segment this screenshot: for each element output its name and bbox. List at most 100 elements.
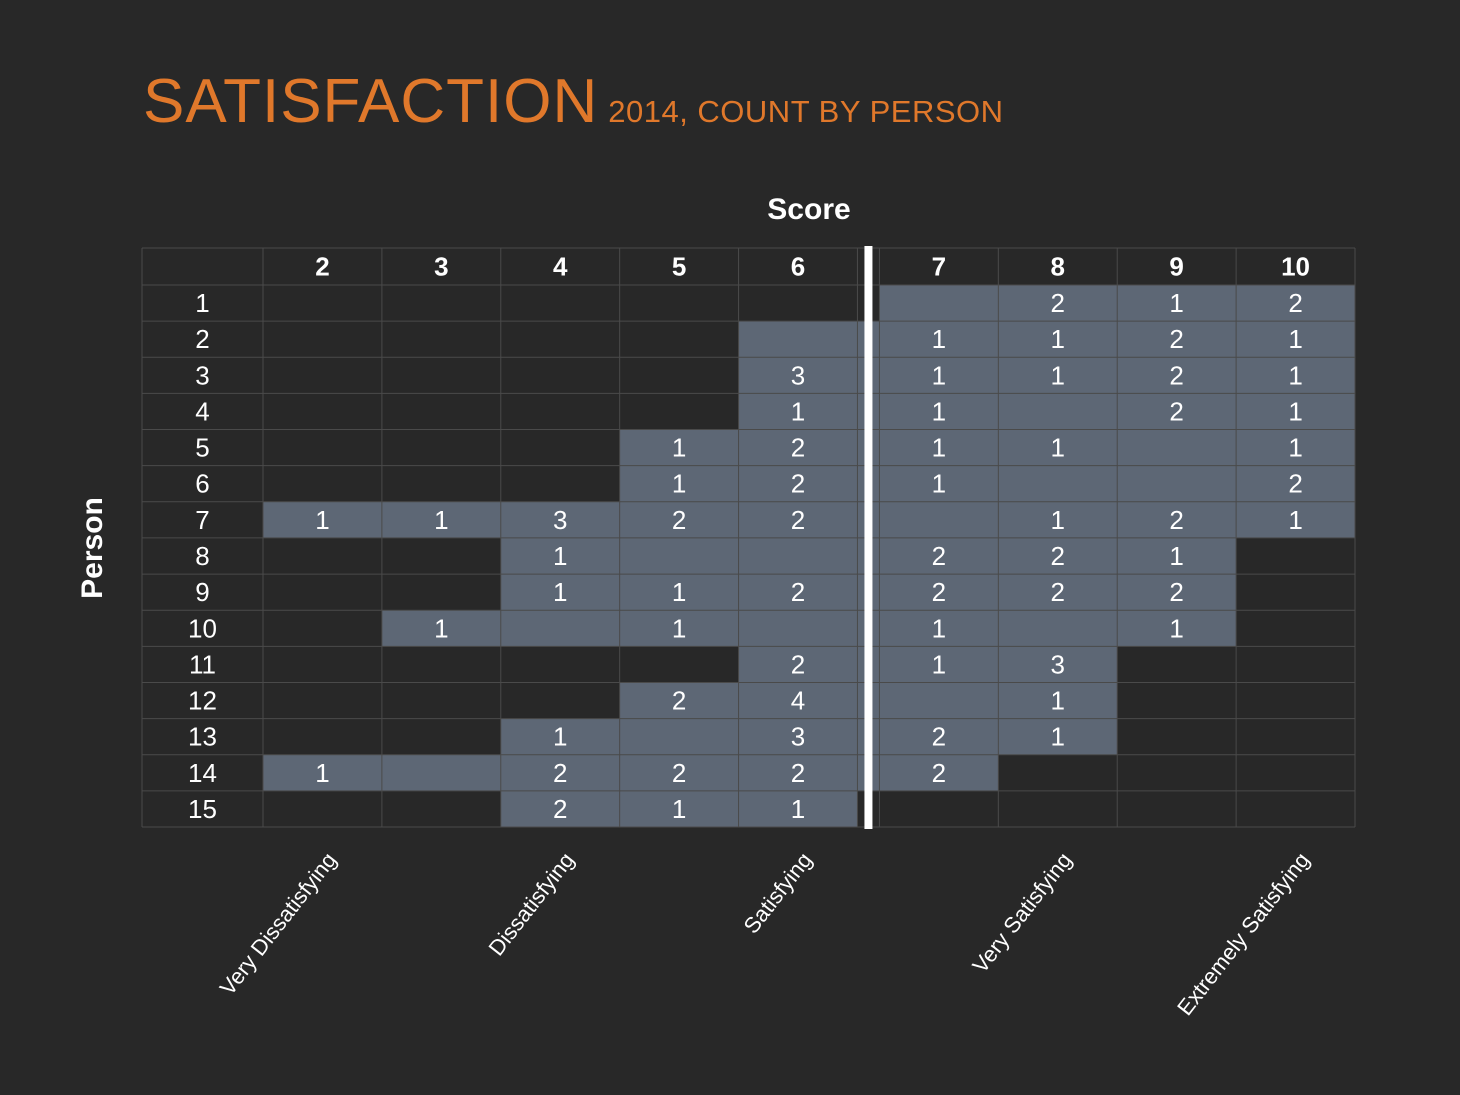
shaded-cell (738, 610, 858, 647)
shaded-cell (619, 754, 739, 791)
shaded-cell (879, 682, 999, 719)
row-header-person: 4 (195, 396, 209, 426)
shaded-cell (1117, 610, 1237, 647)
cell-value: 1 (791, 396, 805, 426)
shaded-cell (619, 537, 739, 575)
cell-value: 1 (1051, 686, 1065, 716)
shaded-cell (879, 465, 999, 502)
column-header-score: 2 (315, 252, 329, 282)
shaded-cell (619, 682, 739, 719)
shaded-cell (500, 790, 620, 827)
cell-value: 2 (1169, 324, 1183, 354)
shaded-cell (998, 393, 1118, 430)
shaded-cell (1236, 465, 1355, 502)
cell-value: 1 (1169, 541, 1183, 571)
row-header-person: 13 (188, 722, 217, 752)
cell-value: 2 (932, 758, 946, 788)
shaded-cell (879, 393, 999, 430)
shaded-cell (879, 501, 999, 538)
shaded-cell (263, 754, 382, 791)
cell-value: 3 (1051, 649, 1065, 679)
cell-value: 2 (1169, 360, 1183, 390)
cell-value: 1 (553, 577, 567, 607)
cell-value: 2 (791, 469, 805, 499)
cell-value: 2 (1051, 577, 1065, 607)
shaded-cell (619, 501, 739, 538)
shaded-cell (738, 790, 858, 827)
shaded-cell (619, 429, 739, 466)
cell-value: 2 (1169, 577, 1183, 607)
band-label: Very Satisfying (967, 848, 1076, 978)
shaded-cell (1236, 429, 1355, 466)
cell-value: 1 (434, 613, 448, 643)
shaded-cell (619, 574, 739, 611)
shaded-cell (998, 646, 1118, 683)
cell-value: 1 (1288, 433, 1302, 463)
cell-value: 1 (1051, 360, 1065, 390)
band-label: Very Dissatisfying (215, 848, 342, 1000)
shaded-cell (879, 429, 999, 466)
column-header-score: 9 (1169, 252, 1183, 282)
column-header-score: 10 (1281, 252, 1310, 282)
shaded-cell (738, 718, 858, 755)
shaded-cell (738, 501, 858, 538)
chart-subtitle: 2014, COUNT BY PERSON (608, 94, 1004, 129)
cell-value: 1 (932, 469, 946, 499)
cell-value: 1 (932, 433, 946, 463)
cell-value: 2 (791, 505, 805, 535)
column-header-score: 4 (553, 252, 568, 282)
shaded-cell (738, 754, 858, 791)
cell-value: 1 (672, 577, 686, 607)
row-header-person: 15 (188, 794, 217, 824)
row-header-person: 5 (195, 433, 209, 463)
shaded-cell (738, 321, 858, 358)
shaded-cell (738, 465, 858, 502)
cell-value: 1 (1051, 433, 1065, 463)
shaded-cell (1117, 537, 1237, 575)
shaded-cell (1117, 285, 1237, 322)
shaded-cell (738, 357, 858, 394)
row-header-person: 14 (188, 758, 217, 788)
chart-title-block: SATISFACTION 2014, COUNT BY PERSON (143, 66, 1004, 137)
shaded-cell (263, 501, 382, 538)
shaded-cell (1117, 574, 1237, 611)
cell-value: 1 (932, 613, 946, 643)
shaded-cell (1236, 321, 1355, 358)
column-header-score: 5 (672, 252, 686, 282)
shaded-cell (738, 537, 858, 575)
column-header-score: 7 (932, 252, 946, 282)
shaded-cell (381, 501, 501, 538)
shaded-cell (381, 754, 501, 791)
shaded-cell (998, 574, 1118, 611)
cell-value: 2 (1051, 288, 1065, 318)
cell-value: 3 (553, 505, 567, 535)
cell-value: 1 (672, 433, 686, 463)
shaded-cell (998, 610, 1118, 647)
row-header-person: 8 (195, 541, 209, 571)
band-label: Dissatisfying (483, 848, 579, 961)
shaded-cell (738, 682, 858, 719)
shaded-cell (1117, 393, 1237, 430)
shaded-cell (879, 646, 999, 683)
cell-value: 1 (932, 324, 946, 354)
cell-value: 2 (1288, 288, 1302, 318)
cell-value: 2 (672, 505, 686, 535)
score-divider-bar (864, 246, 873, 829)
cell-value: 1 (672, 469, 686, 499)
shaded-cell (619, 465, 739, 502)
shaded-cell (879, 321, 999, 358)
cell-value: 1 (1169, 613, 1183, 643)
cell-value: 1 (315, 505, 329, 535)
cell-value: 1 (1051, 324, 1065, 354)
cell-value: 1 (1051, 722, 1065, 752)
cell-value: 4 (791, 686, 805, 716)
row-header-person: 1 (195, 288, 209, 318)
band-label: Satisfying (739, 848, 817, 939)
cell-value: 1 (932, 649, 946, 679)
cell-value: 1 (672, 613, 686, 643)
cell-value: 2 (1288, 469, 1302, 499)
cell-value: 2 (791, 758, 805, 788)
band-label: Extremely Satisfying (1172, 848, 1314, 1020)
shaded-cell (1236, 501, 1355, 538)
